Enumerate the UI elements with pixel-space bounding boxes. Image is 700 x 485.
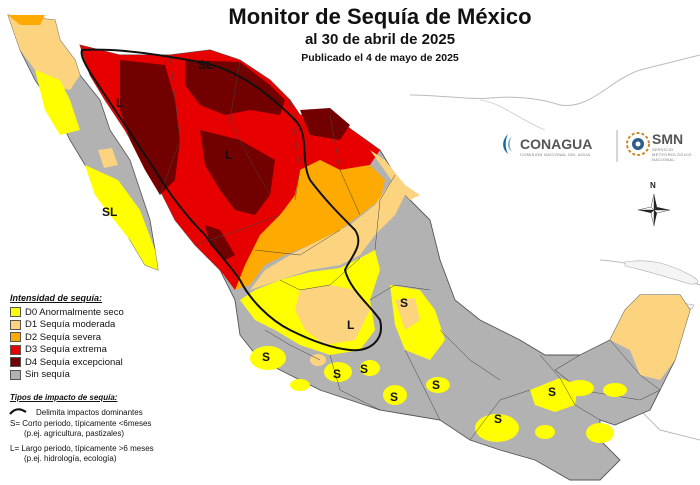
- legend-label: D2 Sequía severa: [25, 331, 102, 343]
- east-d1: [395, 298, 420, 330]
- label-l-sonora: L: [116, 96, 124, 110]
- legend-swatch: [10, 307, 21, 317]
- impact-long-label: L= Largo periodo, típicamente >6 meses: [10, 444, 154, 453]
- legend-swatch: [10, 319, 21, 330]
- impact-long-example: (p.ej. hidrología, ecología): [24, 454, 117, 463]
- legend-heading: Intensidad de sequía:: [10, 293, 103, 303]
- mich-d1: [310, 354, 326, 366]
- legend-swatch: [10, 332, 21, 342]
- legend-label: D3 Sequía extrema: [25, 344, 107, 355]
- gto-d0: [360, 360, 380, 376]
- map-title: Monitor de Sequía de México: [228, 4, 532, 29]
- label-s-jalisco: S: [262, 350, 271, 364]
- legend-label: Sin sequía: [25, 369, 70, 380]
- baja-d0: [35, 70, 80, 135]
- chis-d0: [586, 423, 614, 443]
- bajio-d1: [295, 285, 370, 345]
- compass-north-label: N: [650, 181, 656, 190]
- smn-logo-subtext: SERVICIO METEOROLÓGICO NACIONAL: [652, 146, 692, 162]
- impacts-heading: Tipos de impacto de sequía:: [10, 393, 118, 402]
- conagua-logo-icon: [503, 134, 512, 154]
- legend-label: D1 Sequía moderada: [25, 319, 116, 330]
- state-boundaries: [159, 54, 661, 441]
- compass-rose: [637, 193, 671, 227]
- legend-label: D0 Anormalmente seco: [25, 306, 124, 318]
- published-date: Publicado el 4 de mayo de 2025: [301, 52, 459, 64]
- central-d1: [250, 175, 405, 290]
- pue-d0: [426, 377, 450, 393]
- label-s-veracruz: S: [548, 385, 557, 399]
- legend-item-d3: D3 Sequía extrema: [10, 344, 107, 356]
- bcs-d1: [98, 148, 118, 168]
- label-l-center: L: [347, 318, 355, 332]
- label-s-oaxaca: S: [494, 412, 503, 426]
- legend-item-d4: D4 Sequía excepcional: [10, 356, 123, 368]
- label-s-puebla: S: [432, 378, 441, 392]
- delimit-legend-line: [9, 408, 27, 415]
- sierra-d4: [205, 225, 235, 260]
- label-sl-north: SL: [198, 58, 214, 72]
- oax-d0-b: [535, 425, 555, 439]
- map-subtitle: al 30 de abril de 2025: [304, 31, 456, 48]
- mich-d0: [324, 362, 352, 382]
- yucatan-d1: [610, 295, 690, 380]
- legend-swatch: [10, 357, 21, 367]
- northwest-d4-c: [200, 130, 275, 215]
- northwest-d4-b: [185, 60, 285, 115]
- legend-item-d0: D0 Anormalmente seco: [10, 306, 124, 318]
- smn-logo: SMN SERVICIO METEOROLÓGICO NACIONAL: [652, 128, 696, 164]
- conagua-logo-text: CONAGUA: [520, 135, 593, 152]
- gro-d0: [383, 385, 407, 405]
- gulf-coast: [479, 99, 546, 131]
- label-s-michoacan: S: [333, 367, 342, 381]
- baja-d1: [8, 15, 80, 90]
- oax-d0: [475, 414, 519, 442]
- legend-item-d2: D2 Sequía severa: [10, 331, 101, 343]
- smn-logo-icon: [626, 132, 650, 156]
- label-l-chihuahua: L: [225, 148, 233, 162]
- coast-d0: [290, 379, 310, 391]
- yuc-d0: [603, 383, 627, 397]
- conagua-logo-subtext: COMISIÓN NACIONAL DEL AGUA: [520, 151, 591, 157]
- tab-d0: [530, 378, 578, 412]
- impact-delimit-label: Delimita impactos dominantes: [36, 408, 143, 417]
- label-s-guanajuato: S: [360, 362, 369, 376]
- impact-short-example: (p.ej. agricultura, pastizales): [24, 429, 125, 438]
- legend-item-d1: D1 Sequía moderada: [10, 319, 115, 331]
- northwest-d4-a: [120, 60, 180, 195]
- jal-d0: [250, 346, 286, 370]
- legend-item-none: Sin sequía: [10, 369, 70, 381]
- label-sl-bcs: SL: [102, 205, 118, 219]
- impact-delimit-line: [80, 48, 382, 352]
- usa-coastline: [409, 54, 700, 107]
- label-s-sierra: S: [400, 296, 409, 310]
- label-s-guerrero: S: [390, 390, 399, 404]
- cuba-island: [624, 260, 698, 285]
- northwest-d4-d: [300, 108, 350, 140]
- conagua-logo: CONAGUA COMISIÓN NACIONAL DEL AGUA: [520, 128, 592, 164]
- bcs-d0: [85, 165, 158, 270]
- baja-d2: [8, 15, 45, 25]
- legend-label: D4 Sequía excepcional: [25, 356, 123, 368]
- smn-logo-text: SMN: [652, 130, 684, 147]
- central-d2: [235, 160, 385, 290]
- impact-short-label: S= Corto periodo, típicamente <6meses: [10, 419, 152, 428]
- legend-swatch: [10, 344, 21, 355]
- ver-d0: [566, 380, 594, 396]
- legend-swatch: [10, 369, 21, 380]
